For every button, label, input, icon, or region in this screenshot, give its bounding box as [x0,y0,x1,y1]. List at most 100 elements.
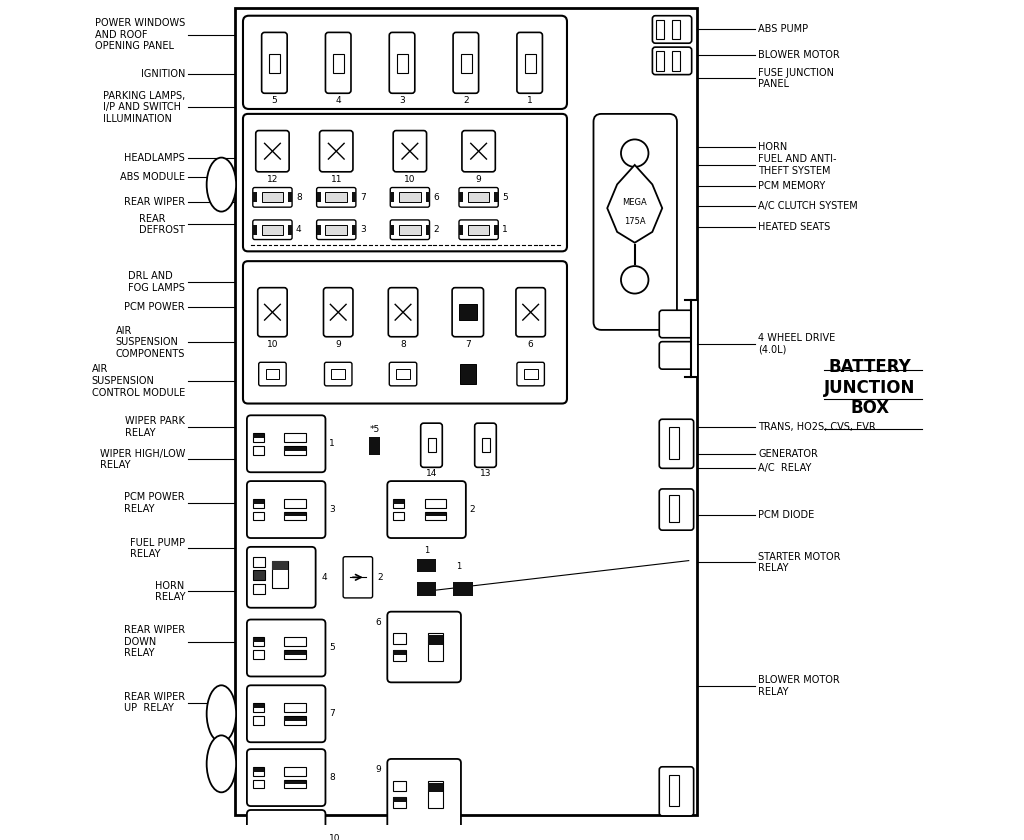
Bar [285,827,306,837]
Bar [262,225,284,234]
FancyBboxPatch shape [324,287,353,337]
Bar [332,369,345,379]
FancyBboxPatch shape [247,415,326,472]
Bar [426,192,429,202]
Text: HEADLAMPS: HEADLAMPS [124,154,185,163]
FancyBboxPatch shape [659,767,693,816]
Text: GENERATOR: GENERATOR [759,449,818,459]
Text: 8: 8 [400,339,406,349]
FancyBboxPatch shape [459,187,499,207]
Ellipse shape [207,685,237,743]
FancyBboxPatch shape [243,16,567,109]
Bar [428,633,443,661]
Bar [352,225,356,234]
Bar [669,774,679,806]
Text: REAR
DEFROST: REAR DEFROST [139,213,185,235]
Bar [285,716,306,725]
Bar [253,192,257,202]
Text: AIR
SUSPENSION
COMPONENTS: AIR SUSPENSION COMPONENTS [116,326,185,359]
Text: 4: 4 [336,97,341,105]
Bar [495,225,499,234]
Text: BLOWER MOTOR
RELAY: BLOWER MOTOR RELAY [759,675,840,697]
FancyBboxPatch shape [343,557,373,598]
Bar [288,225,292,234]
Bar [393,499,404,507]
Bar [285,447,306,450]
FancyBboxPatch shape [262,33,287,93]
Bar [669,427,679,459]
Bar [426,225,429,234]
Text: WIPER HIGH/LOW
RELAY: WIPER HIGH/LOW RELAY [99,449,185,470]
Text: FUEL AND ANTI-
THEFT SYSTEM: FUEL AND ANTI- THEFT SYSTEM [759,155,837,176]
Bar [461,54,472,72]
FancyBboxPatch shape [389,362,417,386]
Bar [393,500,404,504]
FancyBboxPatch shape [393,130,427,172]
Bar [428,783,443,792]
FancyBboxPatch shape [253,220,292,239]
FancyBboxPatch shape [659,310,693,338]
Bar [393,633,406,644]
Text: DRL AND
FOG LAMPS: DRL AND FOG LAMPS [128,271,185,293]
Text: STARTER MOTOR
RELAY: STARTER MOTOR RELAY [759,552,841,573]
Text: 10: 10 [330,834,341,840]
Bar [396,369,410,379]
Bar [253,827,263,837]
FancyBboxPatch shape [517,362,545,386]
Bar [285,638,306,646]
Bar [265,369,280,379]
Text: 14: 14 [426,470,437,478]
Bar [253,704,263,708]
Bar [316,192,321,202]
Text: WIPER PARK
RELAY: WIPER PARK RELAY [125,417,185,438]
Bar [524,54,536,72]
Bar [253,225,257,234]
FancyBboxPatch shape [453,33,478,93]
Bar [253,716,263,725]
Text: BLOWER MOTOR: BLOWER MOTOR [759,50,840,60]
Bar [285,446,306,454]
Text: 10: 10 [404,175,416,184]
Text: PCM MEMORY: PCM MEMORY [759,181,825,191]
Text: 2: 2 [378,573,383,582]
Text: FUSE JUNCTION
PANEL: FUSE JUNCTION PANEL [759,67,835,89]
Text: 4: 4 [296,225,302,234]
Text: *5: *5 [370,424,380,433]
Text: 7: 7 [465,339,471,349]
FancyBboxPatch shape [517,33,543,93]
Bar [393,650,406,661]
FancyBboxPatch shape [256,130,289,172]
Ellipse shape [207,735,237,792]
FancyBboxPatch shape [388,287,418,337]
Bar [524,369,538,379]
Text: 4: 4 [322,573,327,582]
FancyBboxPatch shape [594,114,677,330]
FancyBboxPatch shape [326,33,351,93]
Text: 175A: 175A [624,217,645,226]
Bar [285,650,306,659]
FancyBboxPatch shape [253,187,292,207]
FancyBboxPatch shape [243,261,567,403]
Bar [285,499,306,507]
FancyBboxPatch shape [659,342,693,369]
Bar [253,512,263,520]
Text: HORN: HORN [759,142,787,152]
Bar [459,192,463,202]
Text: 6: 6 [376,617,381,627]
FancyBboxPatch shape [652,47,691,75]
Bar [656,51,665,71]
FancyBboxPatch shape [259,362,286,386]
Text: 3: 3 [330,505,335,514]
FancyBboxPatch shape [247,481,326,538]
Text: MEGA: MEGA [623,198,647,207]
Bar [253,557,264,566]
Bar [428,780,443,808]
Bar [459,225,463,234]
Bar [393,650,406,655]
Ellipse shape [207,158,237,212]
Text: IGNITION: IGNITION [140,69,185,79]
Text: 13: 13 [479,470,492,478]
FancyBboxPatch shape [390,220,429,239]
FancyBboxPatch shape [387,759,461,830]
FancyBboxPatch shape [258,287,287,337]
